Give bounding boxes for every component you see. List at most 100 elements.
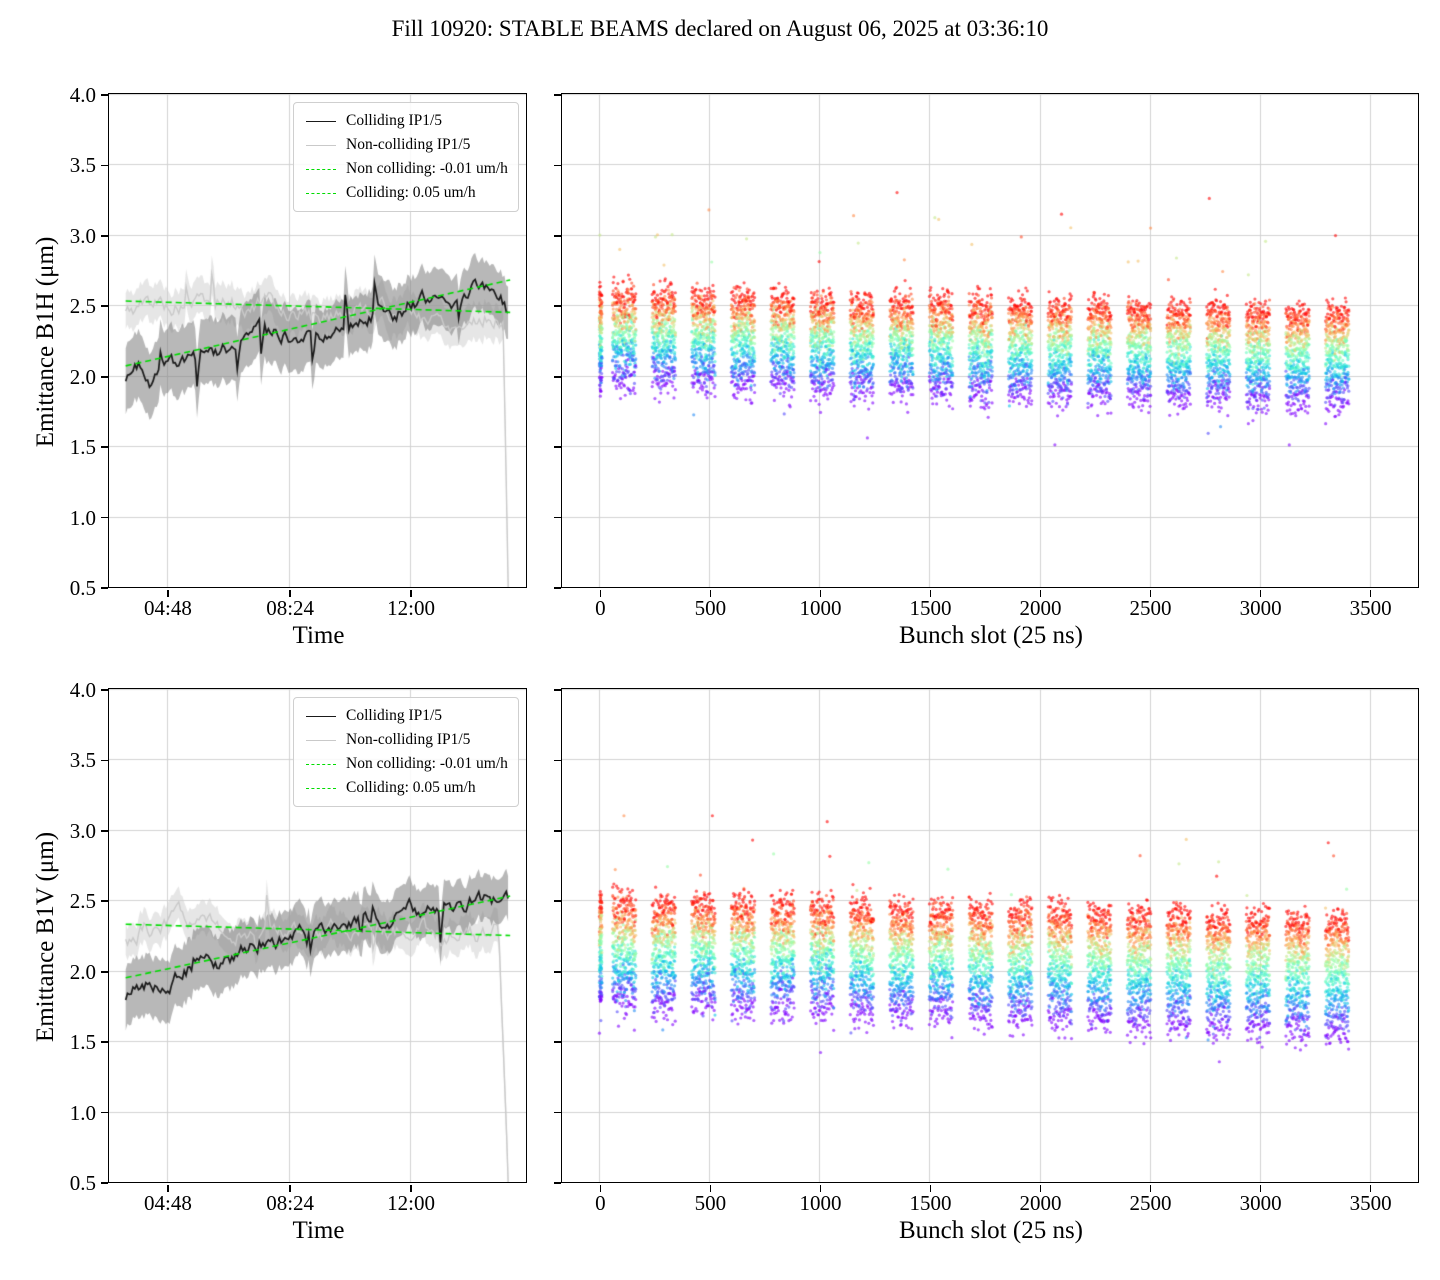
- legend-line-swatch: [306, 120, 336, 122]
- legend-row: Colliding IP1/5: [302, 704, 508, 728]
- y-tick-mark: [101, 830, 108, 832]
- x-tick-mark: [167, 1184, 169, 1192]
- y-tick-mark: [554, 830, 561, 832]
- x-tick-mark: [929, 1184, 932, 1192]
- y-tick-mark: [554, 305, 561, 308]
- y-tick-label: 2.5: [69, 294, 96, 319]
- y-tick-mark: [101, 516, 108, 519]
- x-tick-mark: [1259, 589, 1262, 597]
- y-tick-label: 2.0: [69, 364, 96, 389]
- y-tick-mark: [101, 1111, 108, 1114]
- y-tick-mark: [554, 1182, 561, 1184]
- x-tick-mark: [819, 589, 822, 597]
- y-tick-label: 2.0: [69, 959, 96, 984]
- y-tick-label: 1.5: [69, 1030, 96, 1055]
- y-tick-mark: [554, 689, 561, 691]
- x-tick-mark: [1369, 1184, 1372, 1192]
- axes-b1h-bunch: [561, 93, 1420, 589]
- y-tick-mark: [554, 759, 561, 762]
- legend-line-swatch: [306, 192, 336, 194]
- y-tick-label: 2.5: [69, 889, 96, 914]
- legend-row: Colliding: 0.05 um/h: [302, 181, 508, 205]
- x-tick-label: 1500: [909, 1191, 952, 1215]
- y-tick-mark: [554, 1111, 561, 1114]
- y-tick-label: 1.5: [69, 435, 96, 460]
- y-tick-label: 0.5: [69, 1171, 96, 1195]
- y-tick-label: 0.5: [69, 576, 96, 600]
- y-tick-mark: [101, 900, 108, 903]
- y-tick-mark: [101, 1041, 108, 1043]
- y-tick-label: 3.0: [69, 223, 96, 248]
- y-axis-label-b1v-time: Emittance B1V (μm): [32, 831, 59, 1042]
- x-tick-mark: [289, 1184, 291, 1192]
- y-tick-label: 4.0: [69, 83, 96, 107]
- y-tick-label: 1.0: [69, 1100, 96, 1125]
- x-tick-mark: [819, 1184, 822, 1192]
- y-tick-mark: [101, 689, 108, 691]
- x-tick-mark: [599, 1184, 602, 1192]
- x-axis-label-b1v-bunch: Bunch slot (25 ns): [898, 1217, 1084, 1244]
- y-tick-mark: [554, 1041, 561, 1043]
- y-tick-mark: [101, 235, 108, 237]
- x-tick-mark: [929, 589, 932, 597]
- legend-row: Non-colliding IP1/5: [302, 728, 508, 752]
- y-tick-mark: [554, 164, 561, 167]
- legend-label: Non-colliding IP1/5: [346, 136, 471, 153]
- y-tick-mark: [101, 970, 108, 973]
- x-tick-label: 2000: [1019, 596, 1062, 620]
- y-tick-mark: [554, 94, 561, 96]
- x-tick-label: 3500: [1349, 1191, 1392, 1215]
- x-tick-label: 2500: [1129, 596, 1172, 620]
- y-tick-mark: [101, 164, 108, 167]
- x-tick-mark: [1259, 1184, 1262, 1192]
- x-tick-label: 3500: [1349, 596, 1392, 620]
- x-tick-label: 04:48: [144, 596, 192, 620]
- x-tick-label: 1500: [909, 596, 952, 620]
- x-tick-label: 08:24: [266, 1191, 315, 1215]
- legend-label: Non colliding: -0.01 um/h: [346, 160, 508, 177]
- x-tick-mark: [1369, 589, 1372, 597]
- legend-line-swatch: [306, 715, 336, 717]
- x-tick-mark: [709, 589, 712, 597]
- legend-label: Colliding IP1/5: [346, 112, 443, 129]
- y-tick-mark: [101, 587, 108, 589]
- x-tick-mark: [1039, 589, 1042, 597]
- x-axis-label-b1h-time: Time: [292, 622, 345, 649]
- y-tick-mark: [101, 759, 108, 762]
- x-tick-label: 12:00: [387, 1191, 435, 1215]
- x-tick-mark: [1149, 1184, 1152, 1192]
- x-tick-mark: [289, 589, 291, 597]
- y-tick-mark: [101, 375, 108, 378]
- x-tick-label: 0: [595, 596, 606, 620]
- x-tick-label: 0: [595, 1191, 606, 1215]
- y-tick-mark: [554, 446, 561, 448]
- y-axis-label-b1h-time: Emittance B1H (μm): [32, 236, 59, 447]
- legend-label: Colliding: 0.05 um/h: [346, 184, 476, 201]
- legend-row: Non colliding: -0.01 um/h: [302, 752, 508, 776]
- x-tick-label: 3000: [1239, 1191, 1282, 1215]
- x-tick-label: 2500: [1129, 1191, 1172, 1215]
- x-tick-mark: [1039, 1184, 1042, 1192]
- x-tick-label: 3000: [1239, 596, 1282, 620]
- y-tick-label: 1.0: [69, 505, 96, 530]
- b1h-bunch-canvas: [562, 94, 1419, 588]
- x-tick-mark: [410, 1184, 412, 1192]
- legend-row: Non-colliding IP1/5: [302, 133, 508, 157]
- y-tick-label: 4.0: [69, 678, 96, 702]
- b1v-bunch-canvas: [562, 689, 1419, 1183]
- legend-row: Non colliding: -0.01 um/h: [302, 157, 508, 181]
- y-tick-mark: [554, 900, 561, 903]
- x-tick-label: 1000: [799, 596, 842, 620]
- y-tick-mark: [554, 587, 561, 589]
- legend-label: Non colliding: -0.01 um/h: [346, 755, 508, 772]
- legend-line-swatch: [306, 763, 336, 765]
- x-tick-mark: [410, 589, 412, 597]
- x-tick-label: 12:00: [387, 596, 435, 620]
- y-tick-label: 3.5: [69, 153, 96, 178]
- x-tick-mark: [167, 589, 169, 597]
- legend-line-swatch: [306, 144, 336, 146]
- legend-row: Colliding: 0.05 um/h: [302, 776, 508, 800]
- x-axis-label-b1h-bunch: Bunch slot (25 ns): [898, 622, 1084, 649]
- y-tick-mark: [554, 375, 561, 378]
